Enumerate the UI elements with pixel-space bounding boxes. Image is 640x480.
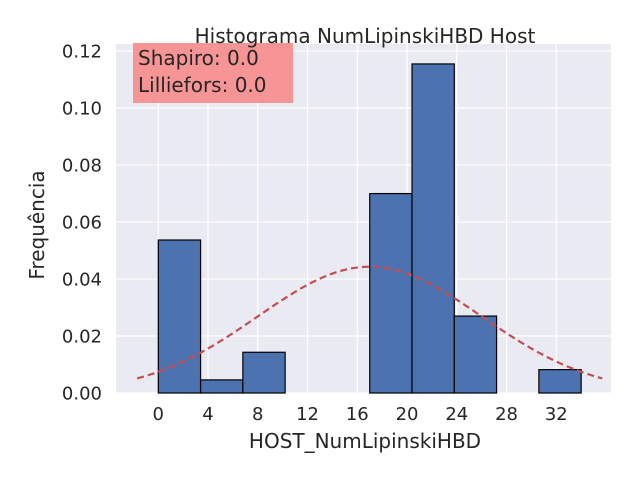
x-tick-label: 20 (396, 404, 419, 425)
y-tick-label: 0.12 (62, 42, 102, 63)
y-tick-label: 0.04 (62, 270, 102, 291)
y-axis-label: Frequência (25, 170, 49, 279)
x-tick-label: 16 (346, 404, 369, 425)
annotation-lilliefors: Lilliefors: 0.0 (138, 73, 267, 97)
y-tick-label: 0.02 (62, 327, 102, 348)
annotation-background (133, 43, 293, 103)
y-tick-label: 0.00 (62, 384, 102, 405)
y-tick-label: 0.08 (62, 156, 102, 177)
y-tick-label: 0.06 (62, 213, 102, 234)
histogram-bar (453, 315, 498, 394)
histogram-bar (157, 239, 202, 394)
x-tick-label: 32 (545, 404, 568, 425)
x-axis-label: HOST_NumLipinskiHBD (249, 429, 481, 453)
x-tick-label: 12 (296, 404, 319, 425)
histogram-bar (242, 351, 286, 394)
y-tick-label: 0.10 (62, 99, 102, 120)
annotation-shapiro: Shapiro: 0.0 (138, 46, 259, 70)
x-tick-label: 8 (252, 404, 263, 425)
tick-labels: 0.00 0.02 0.04 0.06 0.08 0.10 0.12 0 4 8 12 16 20 24 2… (62, 42, 568, 425)
x-tick-label: 4 (202, 404, 213, 425)
chart-title: Histograma NumLipinskiHBD Host (195, 24, 536, 48)
histogram-bar (538, 369, 582, 394)
histogram-bar (369, 192, 413, 394)
x-tick-label: 0 (153, 404, 164, 425)
x-tick-label: 28 (495, 404, 518, 425)
x-tick-label: 24 (445, 404, 468, 425)
histogram-bars (157, 63, 582, 394)
histogram-bar (411, 63, 455, 394)
histogram-bar (199, 379, 244, 394)
annotation-box: Shapiro: 0.0 Lilliefors: 0.0 (133, 43, 293, 103)
